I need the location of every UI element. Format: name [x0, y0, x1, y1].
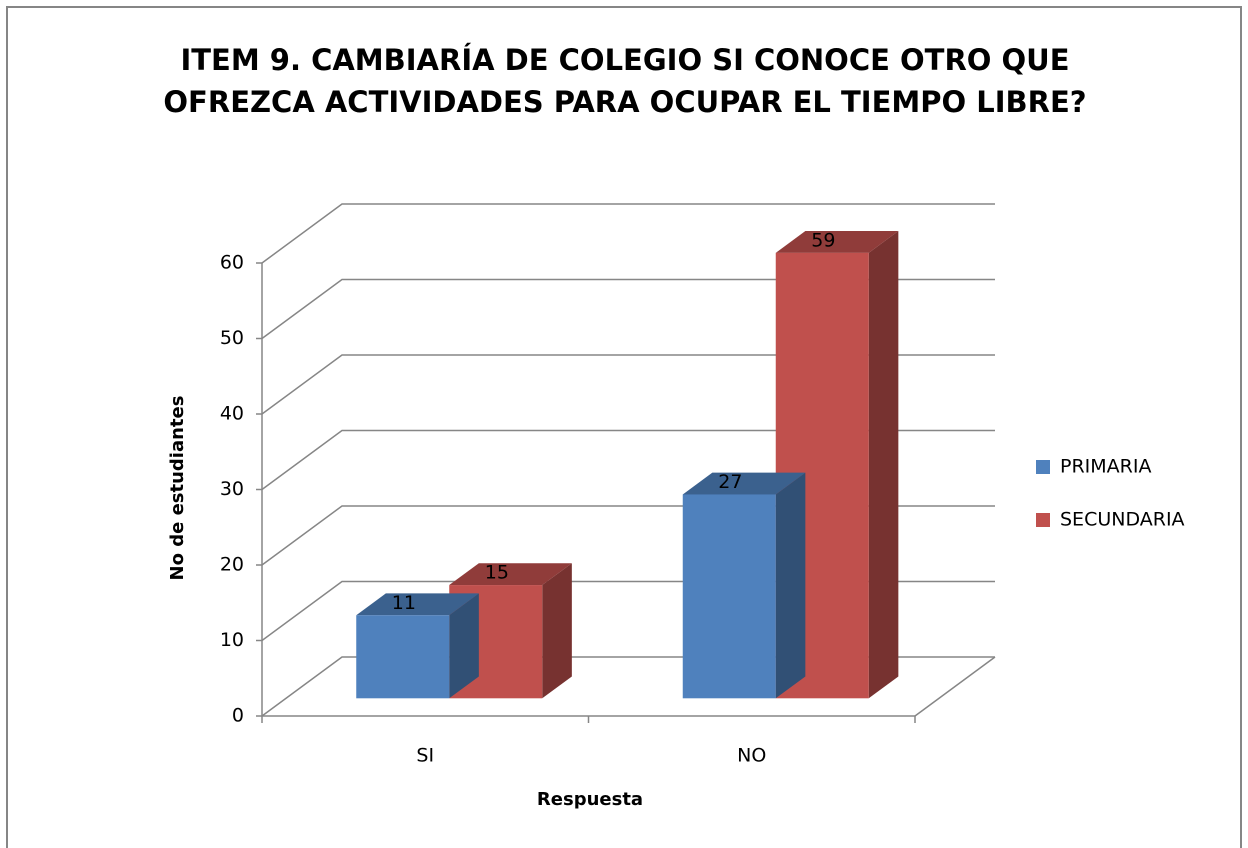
y-tick-label: 20 — [220, 554, 244, 576]
y-tick-label: 50 — [220, 327, 244, 349]
chart-title: ITEM 9. CAMBIARÍA DE COLEGIO SI CONOCE O… — [180, 43, 1069, 77]
bar-top — [449, 563, 572, 586]
bar-side — [542, 563, 572, 699]
data-label: 15 — [485, 562, 509, 584]
x-tick-label: NO — [737, 745, 766, 767]
bar-top — [775, 231, 899, 253]
bar-top — [682, 472, 806, 495]
data-label: 59 — [811, 230, 835, 252]
x-tick-label: SI — [416, 745, 434, 767]
floor-edge — [914, 656, 996, 717]
bar-side — [775, 472, 806, 699]
chart-title: OFREZCA ACTIVIDADES PARA OCUPAR EL TIEMP… — [163, 85, 1086, 119]
bar — [682, 494, 776, 699]
y-axis-title: No de estudiantes — [167, 396, 188, 581]
bar-top — [356, 593, 479, 616]
y-tick-label: 30 — [220, 478, 244, 500]
legend-swatch — [1036, 513, 1050, 527]
y-tick-label: 40 — [220, 403, 244, 425]
data-label: 11 — [392, 592, 416, 614]
bar-side — [449, 593, 479, 699]
bar — [356, 615, 450, 699]
x-axis-title: Respuesta — [537, 789, 643, 810]
bar-side — [868, 231, 899, 699]
y-tick-label: 60 — [220, 252, 244, 274]
grid-line — [261, 203, 995, 264]
chart-border — [6, 6, 1242, 848]
legend-label: SECUNDARIA — [1060, 509, 1185, 531]
data-label: 27 — [718, 471, 742, 493]
y-tick-label: 0 — [232, 705, 244, 727]
y-tick-label: 10 — [220, 629, 244, 651]
legend-swatch — [1036, 460, 1050, 474]
legend-label: PRIMARIA — [1060, 456, 1151, 478]
